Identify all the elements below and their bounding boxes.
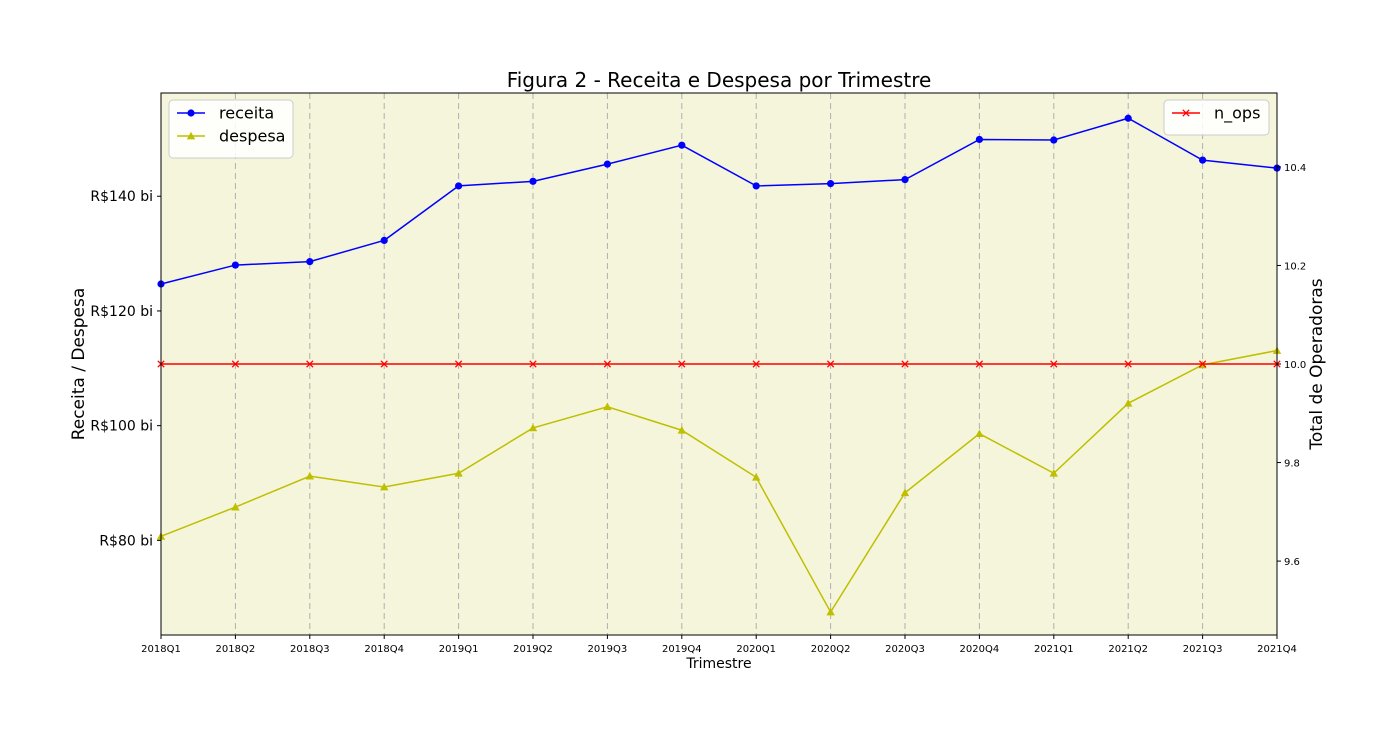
data-point-n_ops (529, 360, 537, 368)
x-tick-label: 2021Q2 (1108, 644, 1148, 655)
data-point-n_ops (231, 360, 240, 368)
x-tick-label: 2018Q3 (290, 644, 330, 655)
x-tick-label: 2021Q1 (1034, 644, 1074, 655)
legend-label-receita: receita (219, 104, 274, 123)
data-point-receita (1050, 136, 1058, 144)
y-tick-label: R$80 bi (99, 533, 153, 549)
series-line-despesa (160, 349, 1278, 614)
data-point-despesa (826, 607, 835, 616)
data-point-n_ops (1198, 360, 1207, 368)
data-point-n_ops (975, 360, 984, 368)
y-right-tick-label: 10.2 (1284, 261, 1306, 272)
axis-layer: 2018Q1 2018Q2 2018Q3 2018Q4 2019Q1 2019Q2 2019… (90, 163, 1306, 655)
data-point-receita (1124, 114, 1132, 122)
x-tick-label: 2021Q4 (1257, 644, 1297, 655)
data-point-receita (529, 177, 537, 185)
data-point-receita (678, 141, 686, 149)
data-point-despesa (752, 473, 761, 481)
legend-marker (1182, 109, 1190, 117)
x-tick-label: 2020Q4 (960, 644, 1000, 655)
data-point-n_ops (603, 360, 612, 368)
x-tick-label: 2020Q1 (736, 644, 776, 655)
y-axis-title: Receita / Despesa (69, 288, 89, 441)
data-point-despesa (305, 471, 314, 480)
legend-marker (187, 109, 195, 117)
data-point-receita (975, 135, 984, 144)
data-point-n_ops (752, 360, 760, 368)
x-axis-title: Trimestre (685, 656, 751, 672)
data-point-n_ops (380, 360, 388, 368)
legend-marker (186, 131, 196, 140)
data-point-receita (827, 180, 835, 188)
data-point-n_ops (901, 360, 909, 368)
x-tick-label: 2018Q1 (141, 644, 181, 655)
y-tick-label: R$120 bi (90, 304, 153, 320)
data-point-n_ops (1124, 360, 1132, 368)
y-right-tick-label: 9.6 (1284, 557, 1300, 568)
y-tick-label: R$100 bi (90, 419, 153, 435)
legend-left: receita despesa (168, 99, 294, 159)
legend-box (1163, 99, 1270, 136)
x-tick-label: 2019Q3 (588, 644, 628, 655)
legend-label-n_ops: n_ops (1214, 104, 1260, 124)
data-point-receita (901, 176, 909, 184)
chart-title: Figura 2 - Receita e Despesa por Trimest… (507, 68, 932, 92)
data-point-despesa (900, 488, 910, 497)
x-tick-label: 2020Q2 (811, 644, 851, 655)
data-point-n_ops (678, 360, 686, 368)
data-point-despesa (231, 502, 240, 511)
x-tick-label: 2019Q2 (513, 644, 553, 655)
legend-label-despesa: despesa (219, 127, 285, 146)
data-point-n_ops (306, 360, 314, 368)
data-point-receita (306, 258, 314, 266)
y-axis-right-title: Total de Operadoras (1307, 278, 1327, 450)
series-n_ops (157, 360, 1281, 368)
series-layer (156, 114, 1282, 616)
series-receita (157, 114, 1281, 288)
data-point-despesa (975, 429, 984, 438)
data-point-receita (455, 182, 463, 190)
data-point-receita (231, 261, 239, 269)
data-point-receita (1199, 156, 1207, 164)
data-point-receita (752, 182, 760, 190)
data-point-n_ops (454, 360, 463, 368)
x-tick-label: 2019Q4 (662, 644, 702, 655)
data-point-receita (603, 160, 612, 168)
data-point-despesa (380, 482, 389, 491)
x-tick-label: 2018Q4 (364, 644, 404, 655)
data-point-despesa (454, 469, 463, 477)
y-right-tick-label: 9.8 (1284, 459, 1300, 470)
data-point-despesa (603, 402, 612, 411)
series-line-receita (160, 117, 1278, 285)
legend-right: n_ops (1163, 99, 1270, 136)
y-right-tick-label: 10.4 (1284, 163, 1306, 174)
y-tick-label: R$140 bi (90, 189, 153, 205)
y-right-tick-label: 10.0 (1284, 360, 1306, 371)
x-tick-label: 2021Q3 (1183, 644, 1223, 655)
data-point-despesa (528, 423, 538, 432)
data-point-despesa (1124, 399, 1133, 407)
data-point-n_ops (1050, 360, 1058, 368)
data-point-n_ops (826, 360, 835, 368)
x-tick-label: 2018Q2 (216, 644, 256, 655)
data-point-receita (380, 236, 388, 245)
x-tick-label: 2019Q1 (439, 644, 479, 655)
x-tick-label: 2020Q3 (885, 644, 925, 655)
series-despesa (156, 346, 1282, 616)
data-point-despesa (1049, 469, 1058, 477)
legend-box (168, 99, 294, 159)
data-point-despesa (677, 426, 686, 434)
